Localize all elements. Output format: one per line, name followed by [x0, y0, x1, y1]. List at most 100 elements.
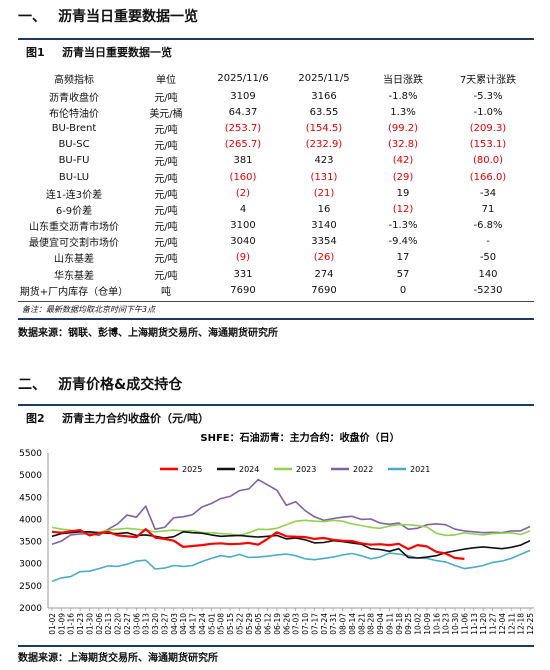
- table-cell: 期货+厂内库存（仓单）: [19, 286, 129, 298]
- x-tick-label: 11-27: [489, 613, 498, 635]
- x-tick-label: 11-06: [460, 613, 469, 635]
- x-tick-label: 07-31: [329, 613, 338, 635]
- table-cell: (42): [392, 155, 414, 167]
- table-row: 最便宜可交割市场价 元/吨 3040 3354 -9.4% -: [18, 234, 534, 250]
- x-tick-label: 06-26: [282, 613, 291, 635]
- x-tick-label: 04-03: [170, 613, 179, 635]
- figure2-top-rule: [18, 404, 534, 406]
- table-cell: 元/吨: [154, 254, 178, 266]
- table-cell: 元/吨: [154, 189, 178, 201]
- table-cell: (232.9): [305, 139, 343, 151]
- table-cell: 3354: [311, 236, 337, 248]
- x-tick-label: 06-05: [254, 613, 263, 635]
- x-tick-label: 09-11: [385, 613, 394, 635]
- table-cell: 3040: [230, 236, 256, 248]
- table-row: BU-SC 元/吨 (265.7) (232.9) (32.8) (153.1): [18, 137, 534, 153]
- table-cell: (166.0): [469, 171, 507, 183]
- table-cell: -34: [479, 187, 497, 199]
- x-tick-label: 10-02: [414, 613, 423, 635]
- x-tick-label: 02-27: [123, 613, 132, 635]
- x-tick-label: 01-23: [76, 613, 85, 635]
- table-cell: 1.3%: [390, 106, 416, 118]
- column-header: 7天累计涨跌: [459, 74, 517, 86]
- table-row: 沥青收盘价 元/吨 3109 3166 -1.8% -5.3%: [18, 88, 534, 104]
- table-cell: 山东基差: [54, 254, 94, 266]
- table-row: 布伦特油价 美元/桶 64.37 63.55 1.3% -1.0%: [18, 104, 534, 120]
- y-tick-label: 5500: [19, 449, 42, 459]
- x-tick-label: 05-15: [226, 613, 235, 635]
- table-cell: 沥青收盘价: [49, 92, 99, 104]
- table-row: BU-Brent 元/吨 (253.7) (154.5) (99.2) (209.3): [18, 120, 534, 136]
- table-row: 山东重交沥青市场价 元/吨 3100 3140 -1.3% -6.8%: [18, 218, 534, 234]
- table-cell: 16: [317, 203, 331, 215]
- table-cell: (9): [235, 252, 251, 264]
- x-tick-label: 02-13: [104, 613, 113, 635]
- y-tick-label: 5000: [19, 471, 42, 481]
- table-row: BU-LU 元/吨 (160) (131) (29) (166.0): [18, 169, 534, 185]
- source-text-2: 数据来源：上海期货交易所、海通期货研究所: [18, 653, 218, 664]
- series-line-2024: [51, 531, 531, 559]
- column-header: 2025/11/5: [298, 72, 350, 84]
- table-cell: (131): [310, 171, 338, 183]
- chart-title: SHFE：石油沥青：主力合约：收盘价（日）: [200, 431, 399, 444]
- table-cell: 元/吨: [154, 173, 178, 185]
- table-cell: (12): [392, 203, 414, 215]
- x-tick-label: 06-12: [264, 613, 273, 635]
- y-tick-label: 3500: [19, 538, 42, 548]
- x-tick-label: 09-25: [404, 613, 413, 635]
- column-header: 2025/11/6: [217, 72, 269, 84]
- figure1-title: 沥青当日重要数据一览: [62, 46, 172, 59]
- legend-label-2021: 2021: [410, 465, 430, 474]
- x-tick-label: 05-29: [245, 613, 254, 635]
- table-row: BU-FU 元/吨 381 423 (42) (80.0): [18, 153, 534, 169]
- x-tick-label: 02-20: [114, 613, 123, 635]
- source-text-1: 数据来源：钢联、彭博、上海期货交易所、海通期货研究所: [18, 328, 278, 339]
- table-cell: -1.0%: [473, 106, 503, 118]
- y-tick-label: 4000: [19, 515, 42, 525]
- y-tick-label: 2000: [19, 604, 42, 614]
- table-cell: 7690: [230, 284, 256, 296]
- x-tick-label: 01-30: [85, 613, 94, 635]
- price-line-chart: SHFE：石油沥青：主力合约：收盘价（日） 2000 2500 3000 3500 400…: [19, 431, 535, 635]
- x-tick-label: 01-02: [48, 613, 57, 635]
- table-cell: -1.8%: [388, 90, 418, 102]
- table-cell: (160): [229, 171, 257, 183]
- x-tick-label: 10-23: [442, 613, 451, 635]
- table-cell: 连1-连3价差: [45, 189, 103, 201]
- series-line-2022: [51, 478, 531, 545]
- x-tick-label: 08-07: [339, 613, 348, 635]
- x-tick-label: 07-10: [301, 613, 310, 635]
- x-tick-label: 08-14: [348, 613, 357, 635]
- x-tick-label: 09-18: [395, 613, 404, 635]
- table-cell: -: [486, 236, 490, 248]
- table-cell: 64.37: [228, 106, 258, 118]
- table-cell: (21): [313, 187, 335, 199]
- series-line-2021: [51, 549, 531, 583]
- x-tick-label: 12-25: [526, 613, 535, 635]
- table-cell: (253.7): [224, 122, 262, 134]
- table-cell: 381: [233, 155, 253, 167]
- x-tick-label: 07-24: [320, 613, 329, 635]
- table-cell: 6-9价差: [55, 205, 93, 217]
- x-tick-label: 12-18: [517, 613, 526, 635]
- column-header: 单位: [156, 74, 176, 86]
- x-tick-label: 10-09: [423, 613, 432, 635]
- table-cell: -5.3%: [473, 90, 503, 102]
- x-tick-label: 12-11: [507, 613, 516, 635]
- data-table: 高频指标 单位 2025/11/6 2025/11/5 当日涨跌 7天累计涨跌 沥青收盘价…: [18, 68, 534, 298]
- figure1-top-rule: [18, 38, 534, 40]
- table-cell: 57: [396, 268, 410, 280]
- table-cell: -1.3%: [388, 220, 418, 232]
- table-cell: 元/吨: [154, 270, 178, 282]
- table-cell: 布伦特油价: [49, 108, 99, 120]
- table-cell: 吨: [161, 286, 171, 298]
- table-cell: 140: [478, 268, 498, 280]
- table-cell: -50: [479, 252, 497, 264]
- x-tick-label: 03-06: [132, 613, 141, 635]
- table-cell: 华东基差: [54, 270, 94, 282]
- table-cell: (153.1): [469, 139, 507, 151]
- x-tick-label: 04-17: [189, 613, 198, 635]
- table-row: 山东基差 元/吨 (9) (26) 17 -50: [18, 250, 534, 266]
- x-tick-label: 05-22: [235, 613, 244, 635]
- legend-label-2023: 2023: [296, 465, 316, 474]
